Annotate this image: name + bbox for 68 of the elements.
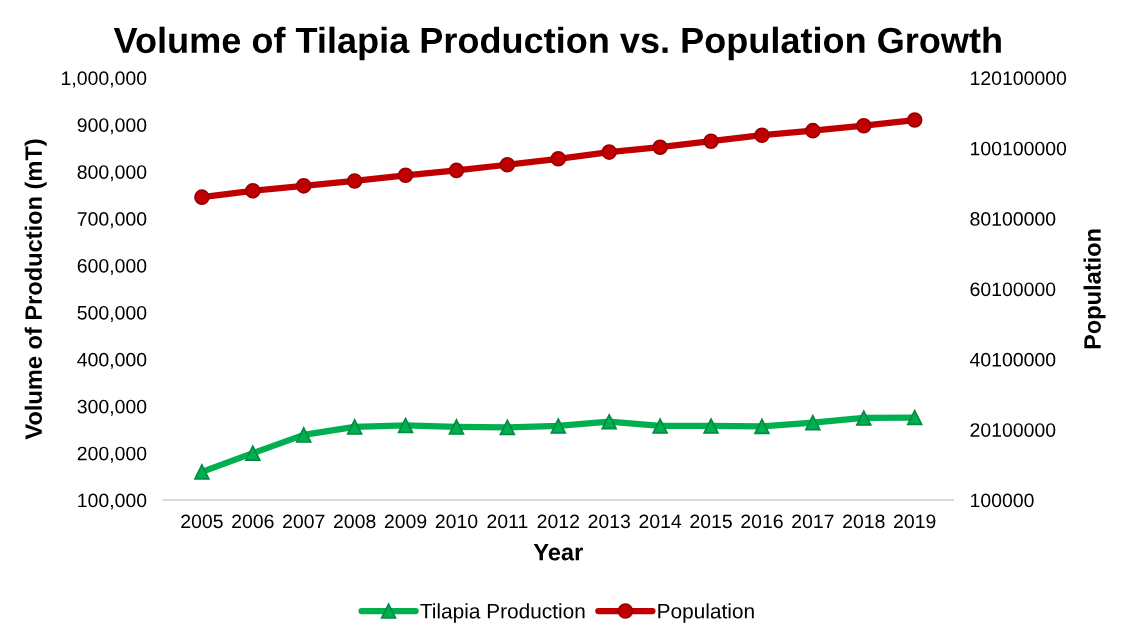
point (754, 127, 770, 143)
point (703, 133, 719, 149)
y2-axis-title: Population (1083, 229, 1106, 349)
point (550, 151, 567, 167)
y-tick-label: 100,000 (78, 493, 147, 510)
y2-tick-label: 100000 (971, 493, 1034, 508)
point (703, 418, 719, 434)
point (397, 417, 414, 434)
point (855, 410, 872, 426)
y-tick-label: 300,000 (77, 399, 147, 416)
point (652, 418, 668, 434)
point (601, 144, 617, 160)
point (245, 445, 261, 461)
x-tick-label: 2011 (487, 514, 528, 529)
x-tick-label: 2009 (384, 514, 427, 529)
x-tick-label: 2005 (181, 514, 223, 529)
point (499, 156, 516, 173)
y-tick-label: 400,000 (77, 352, 147, 369)
legend-label: Population (658, 603, 754, 623)
x-tick-label: 2012 (537, 514, 579, 529)
point (295, 427, 312, 443)
y-tick-label: 600,000 (77, 258, 147, 276)
point (652, 139, 668, 155)
x-tick-label: 2019 (894, 514, 936, 529)
x-axis-title: Year (533, 544, 583, 561)
y-tick-label: 700,000 (77, 212, 147, 229)
point (397, 167, 414, 184)
point (346, 419, 363, 435)
y2-tick-label: 120100000 (971, 71, 1067, 86)
point (346, 173, 363, 189)
x-tick-label: 2006 (232, 514, 274, 529)
point (754, 418, 770, 435)
y-tick-label: 500,000 (77, 305, 147, 322)
y-tick-label: 800,000 (77, 165, 147, 182)
point (194, 189, 210, 205)
x-tick-label: 2015 (690, 514, 732, 529)
point (805, 122, 821, 139)
x-tick-label: 2018 (843, 514, 885, 529)
y2-tick-label: 20100000 (970, 423, 1056, 437)
y2-tick-label: 100100000 (971, 141, 1067, 156)
point (906, 409, 923, 426)
x-tick-label: 2017 (792, 514, 834, 529)
x-tick-label: 2008 (333, 514, 376, 529)
point (550, 418, 567, 434)
point (805, 414, 821, 431)
y-tick-label: 200,000 (77, 446, 147, 463)
x-tick-label: 2016 (741, 514, 783, 529)
y-axis-title: Volume of Production (mT) (24, 139, 47, 440)
point (855, 117, 872, 134)
point (245, 183, 261, 199)
x-tick-label: 2010 (435, 514, 478, 529)
y-tick-label: 900,000 (77, 118, 147, 135)
y2-tick-label: 40100000 (969, 352, 1056, 367)
point (601, 413, 617, 430)
y2-tick-label: 60100000 (970, 282, 1056, 297)
x-tick-label: 2014 (639, 514, 682, 529)
point (499, 419, 516, 436)
legend-label: Tilapia Production (420, 603, 585, 623)
x-tick-label: 2007 (283, 514, 325, 529)
point (194, 464, 210, 480)
point (906, 112, 923, 128)
point (448, 419, 465, 435)
point (448, 162, 465, 179)
chart-title: Volume of Tilapia Production vs. Population Growth (113, 26, 1001, 61)
x-tick-label: 2013 (588, 514, 630, 529)
point (295, 178, 312, 194)
y2-tick-label: 80100000 (970, 212, 1056, 226)
y-tick-label: 1,000,000 (62, 71, 147, 88)
